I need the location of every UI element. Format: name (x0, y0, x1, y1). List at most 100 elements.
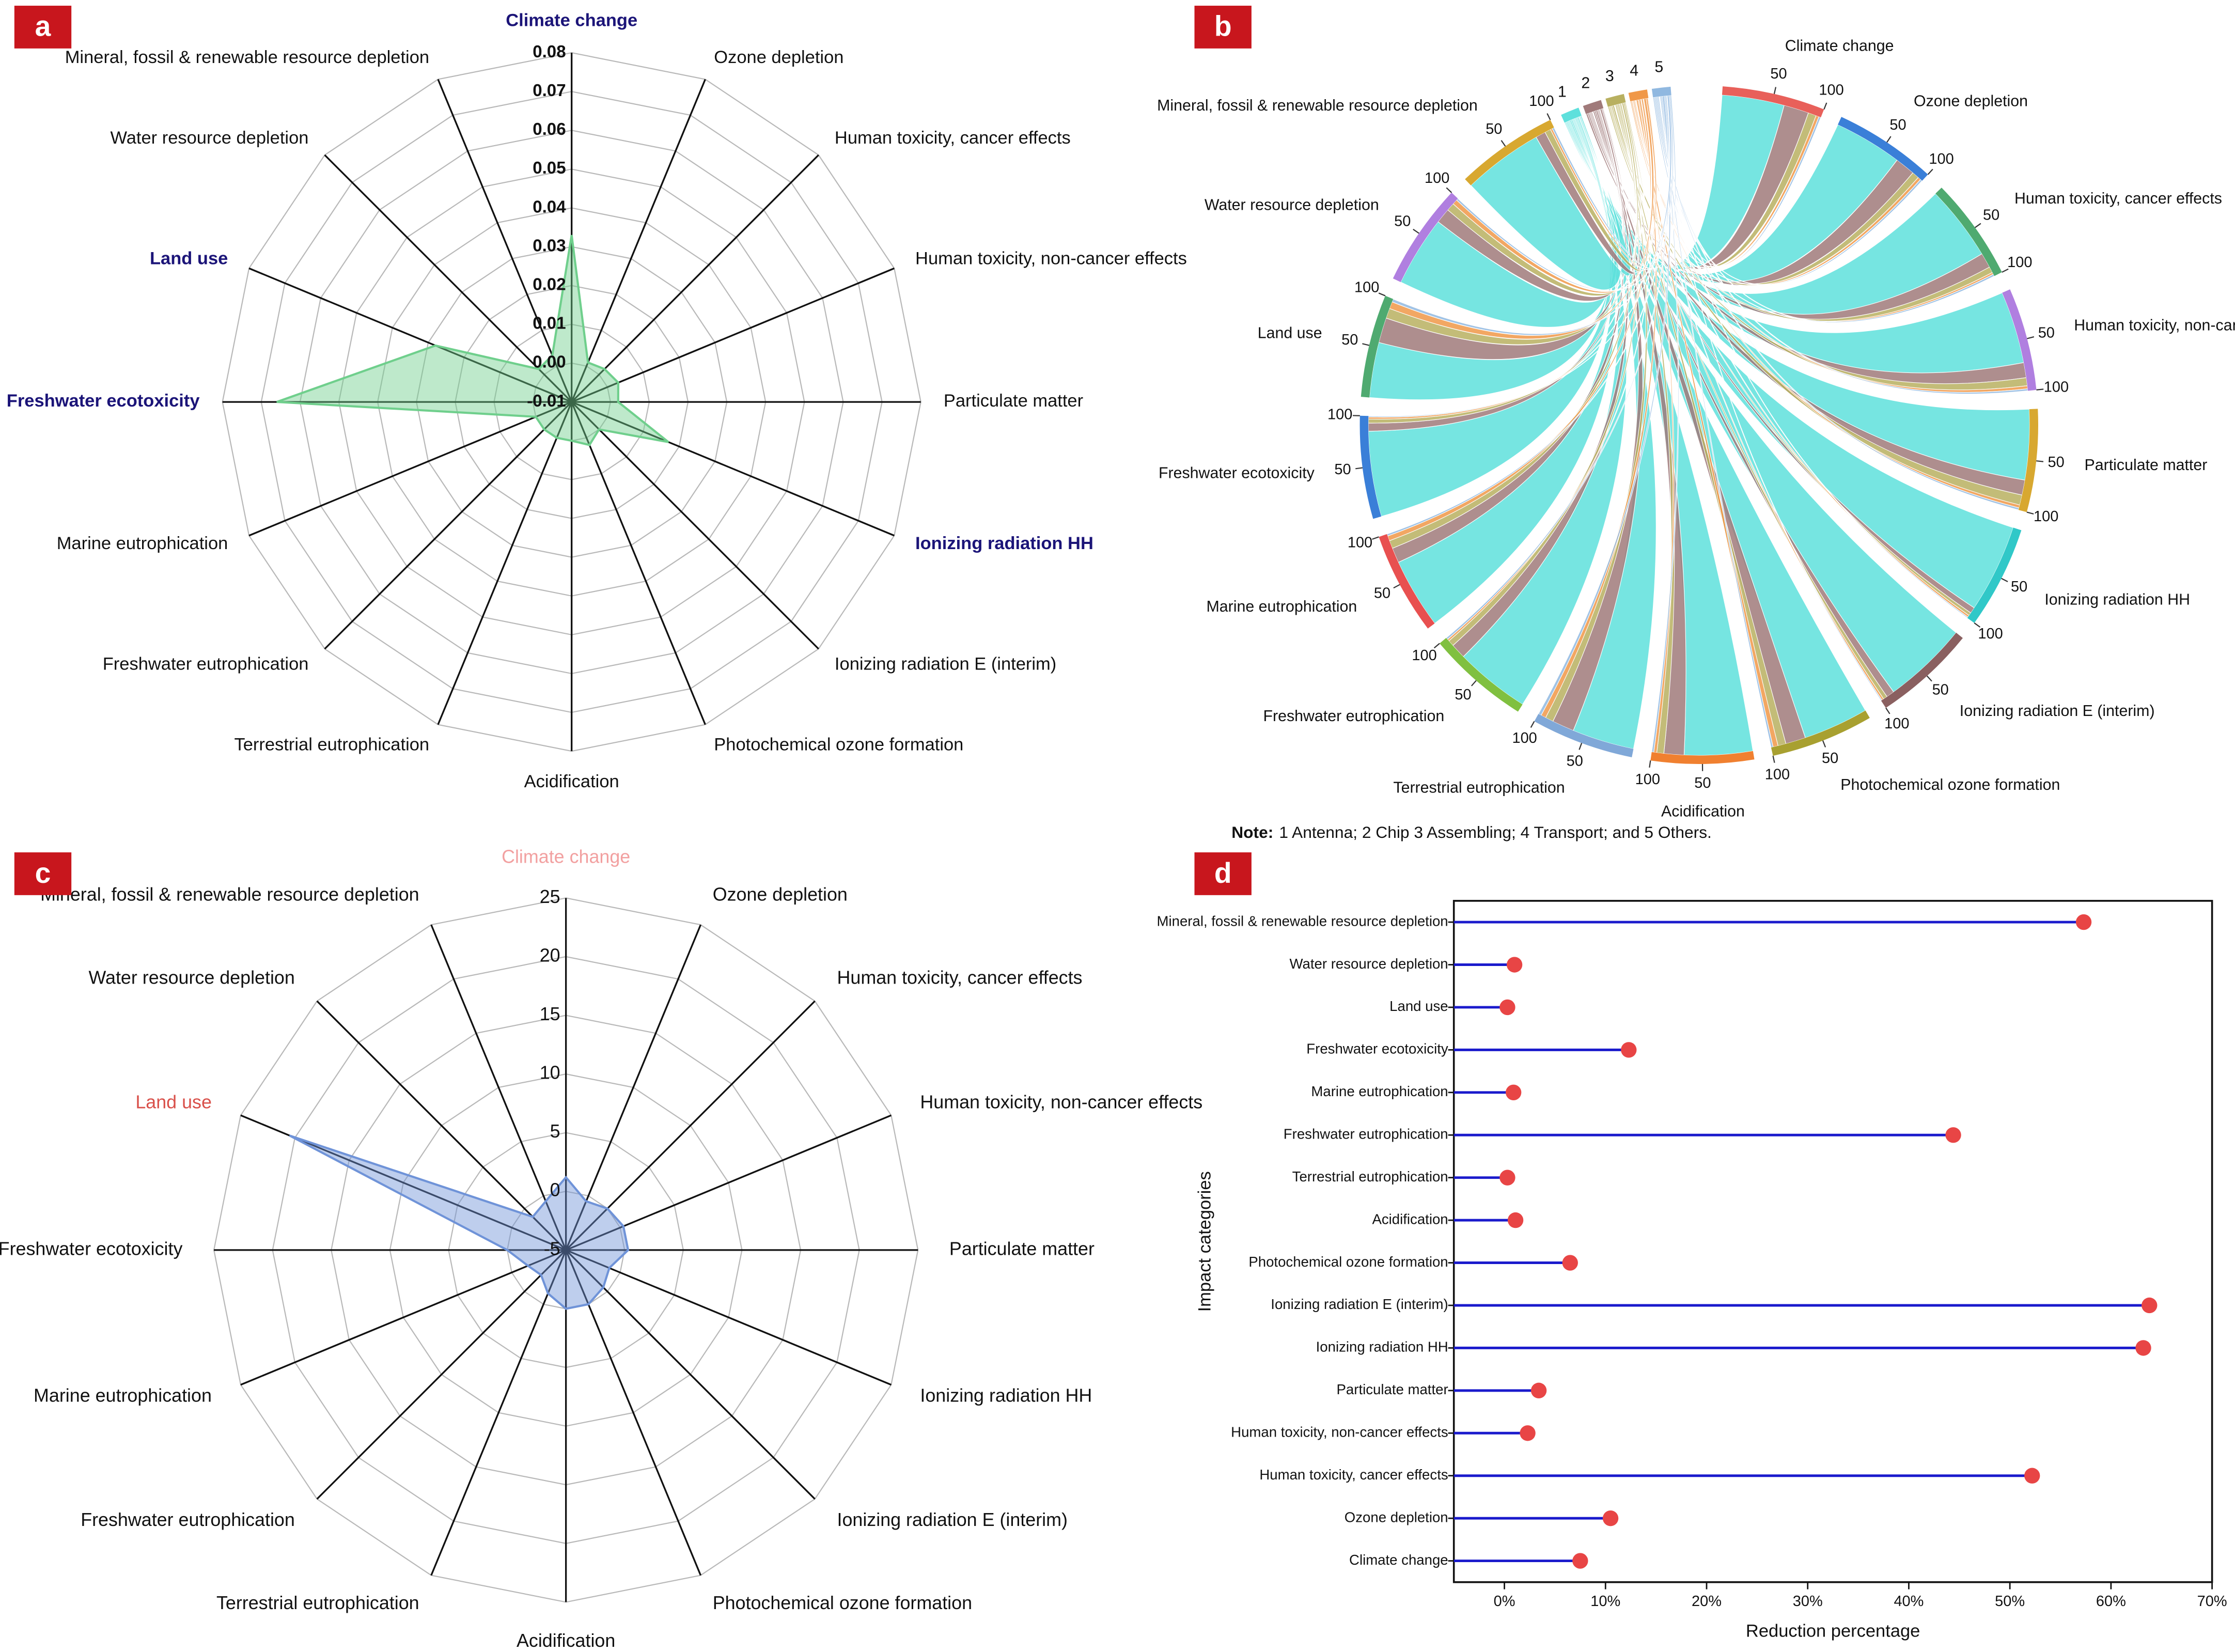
arc-tick-label: 100 (1327, 406, 1352, 423)
category-label: Marine eutrophication (57, 534, 228, 553)
category-label: Ionizing radiation E (interim) (835, 654, 1056, 674)
arc-tick (2026, 511, 2034, 515)
arc-tick-label: 100 (1529, 93, 1554, 110)
dot (1530, 1382, 1547, 1399)
category-label: Water resource depletion (1205, 197, 1379, 214)
ribbon (1452, 98, 1657, 293)
category-label: Freshwater eutrophication (103, 654, 309, 674)
note-label: Note: (1231, 823, 1273, 842)
y-tick-label: 20 (540, 945, 560, 965)
ribbon (1386, 95, 1670, 537)
dot (2024, 1468, 2040, 1484)
ribbon (1536, 107, 1640, 274)
category-label: Terrestrial eutrophication (235, 735, 430, 755)
legend-label: 5 (1654, 58, 1663, 75)
category-label: Climate change (506, 10, 637, 30)
category-arc (1722, 86, 1824, 118)
category-arc (1838, 117, 1928, 181)
x-tick-label: 30% (1793, 1593, 1823, 1610)
y-tick-label: Freshwater ecotoxicity (1306, 1041, 1448, 1057)
arc-tick-label: 50 (1932, 682, 1949, 698)
category-label: Particulate matter (944, 391, 1083, 411)
spoke (571, 401, 819, 650)
y-tick-label: 0.04 (533, 197, 566, 216)
category-label: Human toxicity, cancer effects (837, 968, 1083, 988)
panel-label-box (1194, 6, 1252, 49)
legend-label: 4 (1630, 62, 1638, 79)
arc-tick (1546, 113, 1551, 120)
x-tick-label: 70% (2197, 1593, 2227, 1610)
panel-label: a (35, 10, 52, 42)
spoke (566, 1114, 892, 1251)
arc-tick (1926, 675, 1932, 682)
y-tick-label: Climate change (1349, 1552, 1448, 1568)
ribbon (1651, 96, 1679, 753)
dot (1505, 1084, 1522, 1100)
y-tick-label: Ionizing radiation E (interim) (1271, 1296, 1448, 1312)
y-tick-label: Human toxicity, cancer effects (1259, 1467, 1448, 1483)
arc-tick-label: 100 (1354, 279, 1379, 296)
arc-tick (1372, 536, 1379, 540)
category-arc (1881, 632, 1963, 708)
arc-tick-label: 100 (1425, 170, 1449, 186)
y-tick-label: 15 (540, 1004, 560, 1024)
arc-tick-label: 50 (1983, 207, 1999, 224)
arc-tick-label: 50 (1694, 775, 1711, 791)
category-label: Ionizing radiation E (interim) (837, 1509, 1068, 1530)
category-label: Freshwater eutrophication (81, 1509, 295, 1530)
y-tick-label: Water resource depletion (1290, 956, 1448, 972)
arc-tick (2001, 578, 2008, 582)
arc-tick (1927, 168, 1933, 175)
arc-tick-label: 50 (2011, 579, 2027, 595)
y-tick-label: Land use (1389, 998, 1448, 1014)
arc-tick-label: 100 (2034, 508, 2058, 525)
category-label: Human toxicity, non-cancer effects (920, 1092, 1202, 1112)
category-label: Freshwater ecotoxicity (0, 1238, 182, 1259)
plot-frame (1452, 900, 2213, 1583)
category-label: Mineral, fossil & renewable resource dep… (65, 48, 429, 67)
spoke (571, 401, 895, 537)
category-label: Mineral, fossil & renewable resource dep… (40, 884, 419, 905)
spoke (437, 401, 573, 725)
arc-tick-label: 100 (1635, 771, 1660, 788)
panel-label: b (1214, 10, 1232, 42)
category-label: Climate change (1785, 37, 1894, 54)
ribbon (1631, 100, 1921, 286)
spoke (248, 267, 572, 403)
y-tick-label: Terrestrial eutrophication (1292, 1168, 1448, 1185)
x-tick-label: 0% (1494, 1593, 1515, 1610)
ribbon (1368, 95, 1670, 418)
legend-label: 1 (1558, 83, 1567, 100)
category-arc (1465, 120, 1554, 185)
legend-label: 2 (1581, 74, 1590, 91)
y-tick-label: 0.08 (533, 42, 566, 61)
category-label: Land use (135, 1092, 212, 1112)
category-label: Acidification (524, 772, 619, 791)
arc-tick (1886, 136, 1892, 143)
spoke (316, 1249, 567, 1500)
arc-tick-label: 100 (1412, 647, 1436, 664)
y-tick-label: Mineral, fossil & renewable resource dep… (1157, 913, 1448, 929)
arc-tick (2002, 268, 2009, 273)
category-arc (2002, 289, 2037, 391)
y-tick-label: Human toxicity, non-cancer effects (1231, 1424, 1448, 1440)
arc-tick (1974, 622, 1981, 628)
category-label: Ionizing radiation HH (915, 534, 1093, 553)
y-tick-label: 0.01 (533, 314, 566, 333)
arc-tick-label: 100 (1929, 151, 1953, 167)
y-tick-label: 0.02 (533, 275, 566, 294)
spoke (324, 154, 572, 403)
category-arc (1935, 188, 2002, 276)
arc-tick-label: 50 (1394, 213, 1411, 229)
y-tick-label: Acidification (1372, 1211, 1448, 1227)
dot (2135, 1340, 2151, 1356)
category-arc (1359, 415, 1382, 519)
category-label: Photochemical ozone formation (713, 1593, 972, 1613)
arc-tick-label: 50 (1374, 585, 1390, 602)
category-label: Photochemical ozone formation (1840, 776, 2060, 793)
category-label: Particulate matter (949, 1238, 1095, 1259)
category-label: Human toxicity, cancer effects (2014, 190, 2222, 207)
category-arc (1440, 637, 1523, 712)
arc-tick-label: 100 (1512, 730, 1537, 746)
